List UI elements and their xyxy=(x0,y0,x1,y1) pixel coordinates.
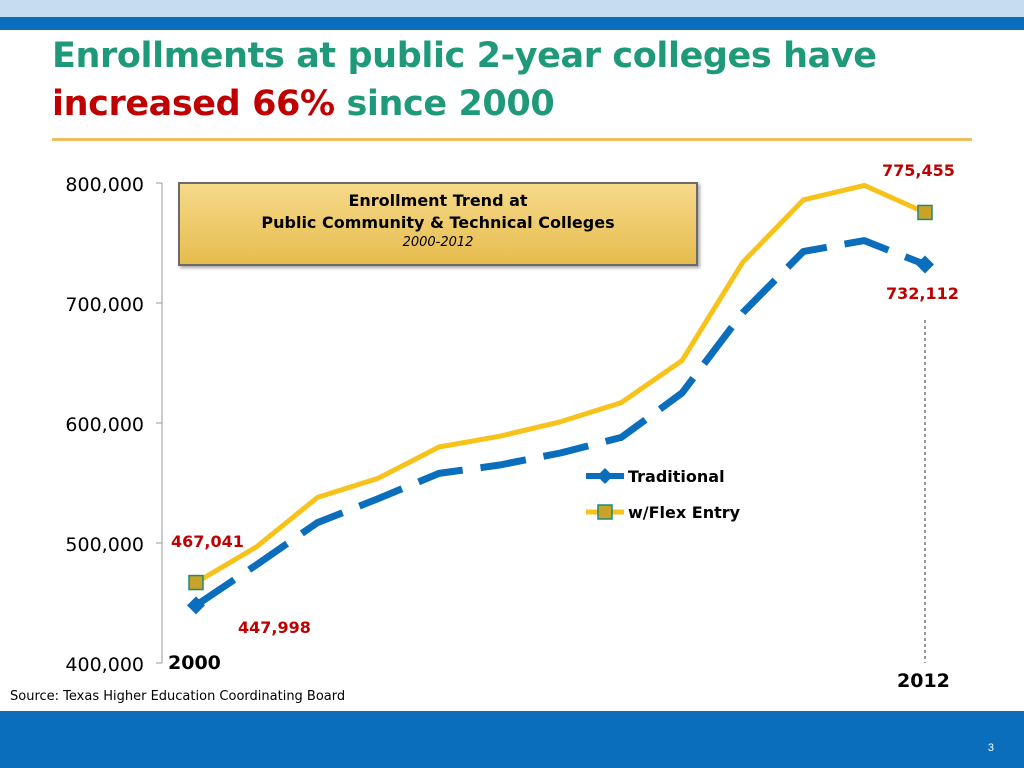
data-label-traditional-start: 447,998 xyxy=(238,618,311,637)
title-rule xyxy=(52,138,972,141)
source-note: Source: Texas Higher Education Coordinat… xyxy=(10,689,346,704)
marker-flex-start xyxy=(188,574,204,591)
x-label-first-year: 2000 xyxy=(168,652,221,674)
chart-title-line3: 2000-2012 xyxy=(402,235,474,250)
title-part2: since 2000 xyxy=(334,84,555,124)
title-accent: increased 66% xyxy=(52,84,335,124)
marker-flex-end xyxy=(917,204,933,221)
legend-label-flex-entry: w/Flex Entry xyxy=(628,503,741,522)
legend-marker-traditional xyxy=(597,468,613,484)
slide-title: Enrollments at public 2-year colleges ha… xyxy=(52,32,992,128)
marker-traditional-end xyxy=(916,255,934,274)
footer-band xyxy=(0,711,1024,768)
y-tick-label: 600,000 xyxy=(65,414,144,436)
top-band-dark xyxy=(0,17,1024,30)
chart-title-box: Enrollment Trend at Public Community & T… xyxy=(178,182,698,266)
y-tick-label: 700,000 xyxy=(65,294,144,316)
y-tick-label: 500,000 xyxy=(65,534,144,556)
y-tick-label: 400,000 xyxy=(65,654,144,676)
legend-marker-flex-entry xyxy=(597,504,613,520)
enrollment-chart: 400,000 500,000 600,000 700,000 800,000 467,0… xyxy=(65,161,959,692)
x-label-last-year: 2012 xyxy=(897,670,950,692)
legend-label-traditional: Traditional xyxy=(628,467,725,486)
data-label-traditional-end: 732,112 xyxy=(886,284,959,303)
chart-title-line1: Enrollment Trend at xyxy=(348,191,528,210)
title-part1: Enrollments at public 2-year colleges ha… xyxy=(52,36,877,76)
chart-title-line2: Public Community & Technical Colleges xyxy=(261,213,615,232)
series-line-traditional xyxy=(194,237,927,609)
page-number: 3 xyxy=(987,742,994,754)
marker-traditional-start xyxy=(187,596,205,615)
data-label-flex-end: 775,455 xyxy=(882,161,955,180)
data-label-flex-start: 467,041 xyxy=(171,532,244,551)
y-tick-label: 800,000 xyxy=(65,174,144,196)
top-band-light xyxy=(0,0,1024,17)
series-line-flex-entry xyxy=(194,182,927,585)
